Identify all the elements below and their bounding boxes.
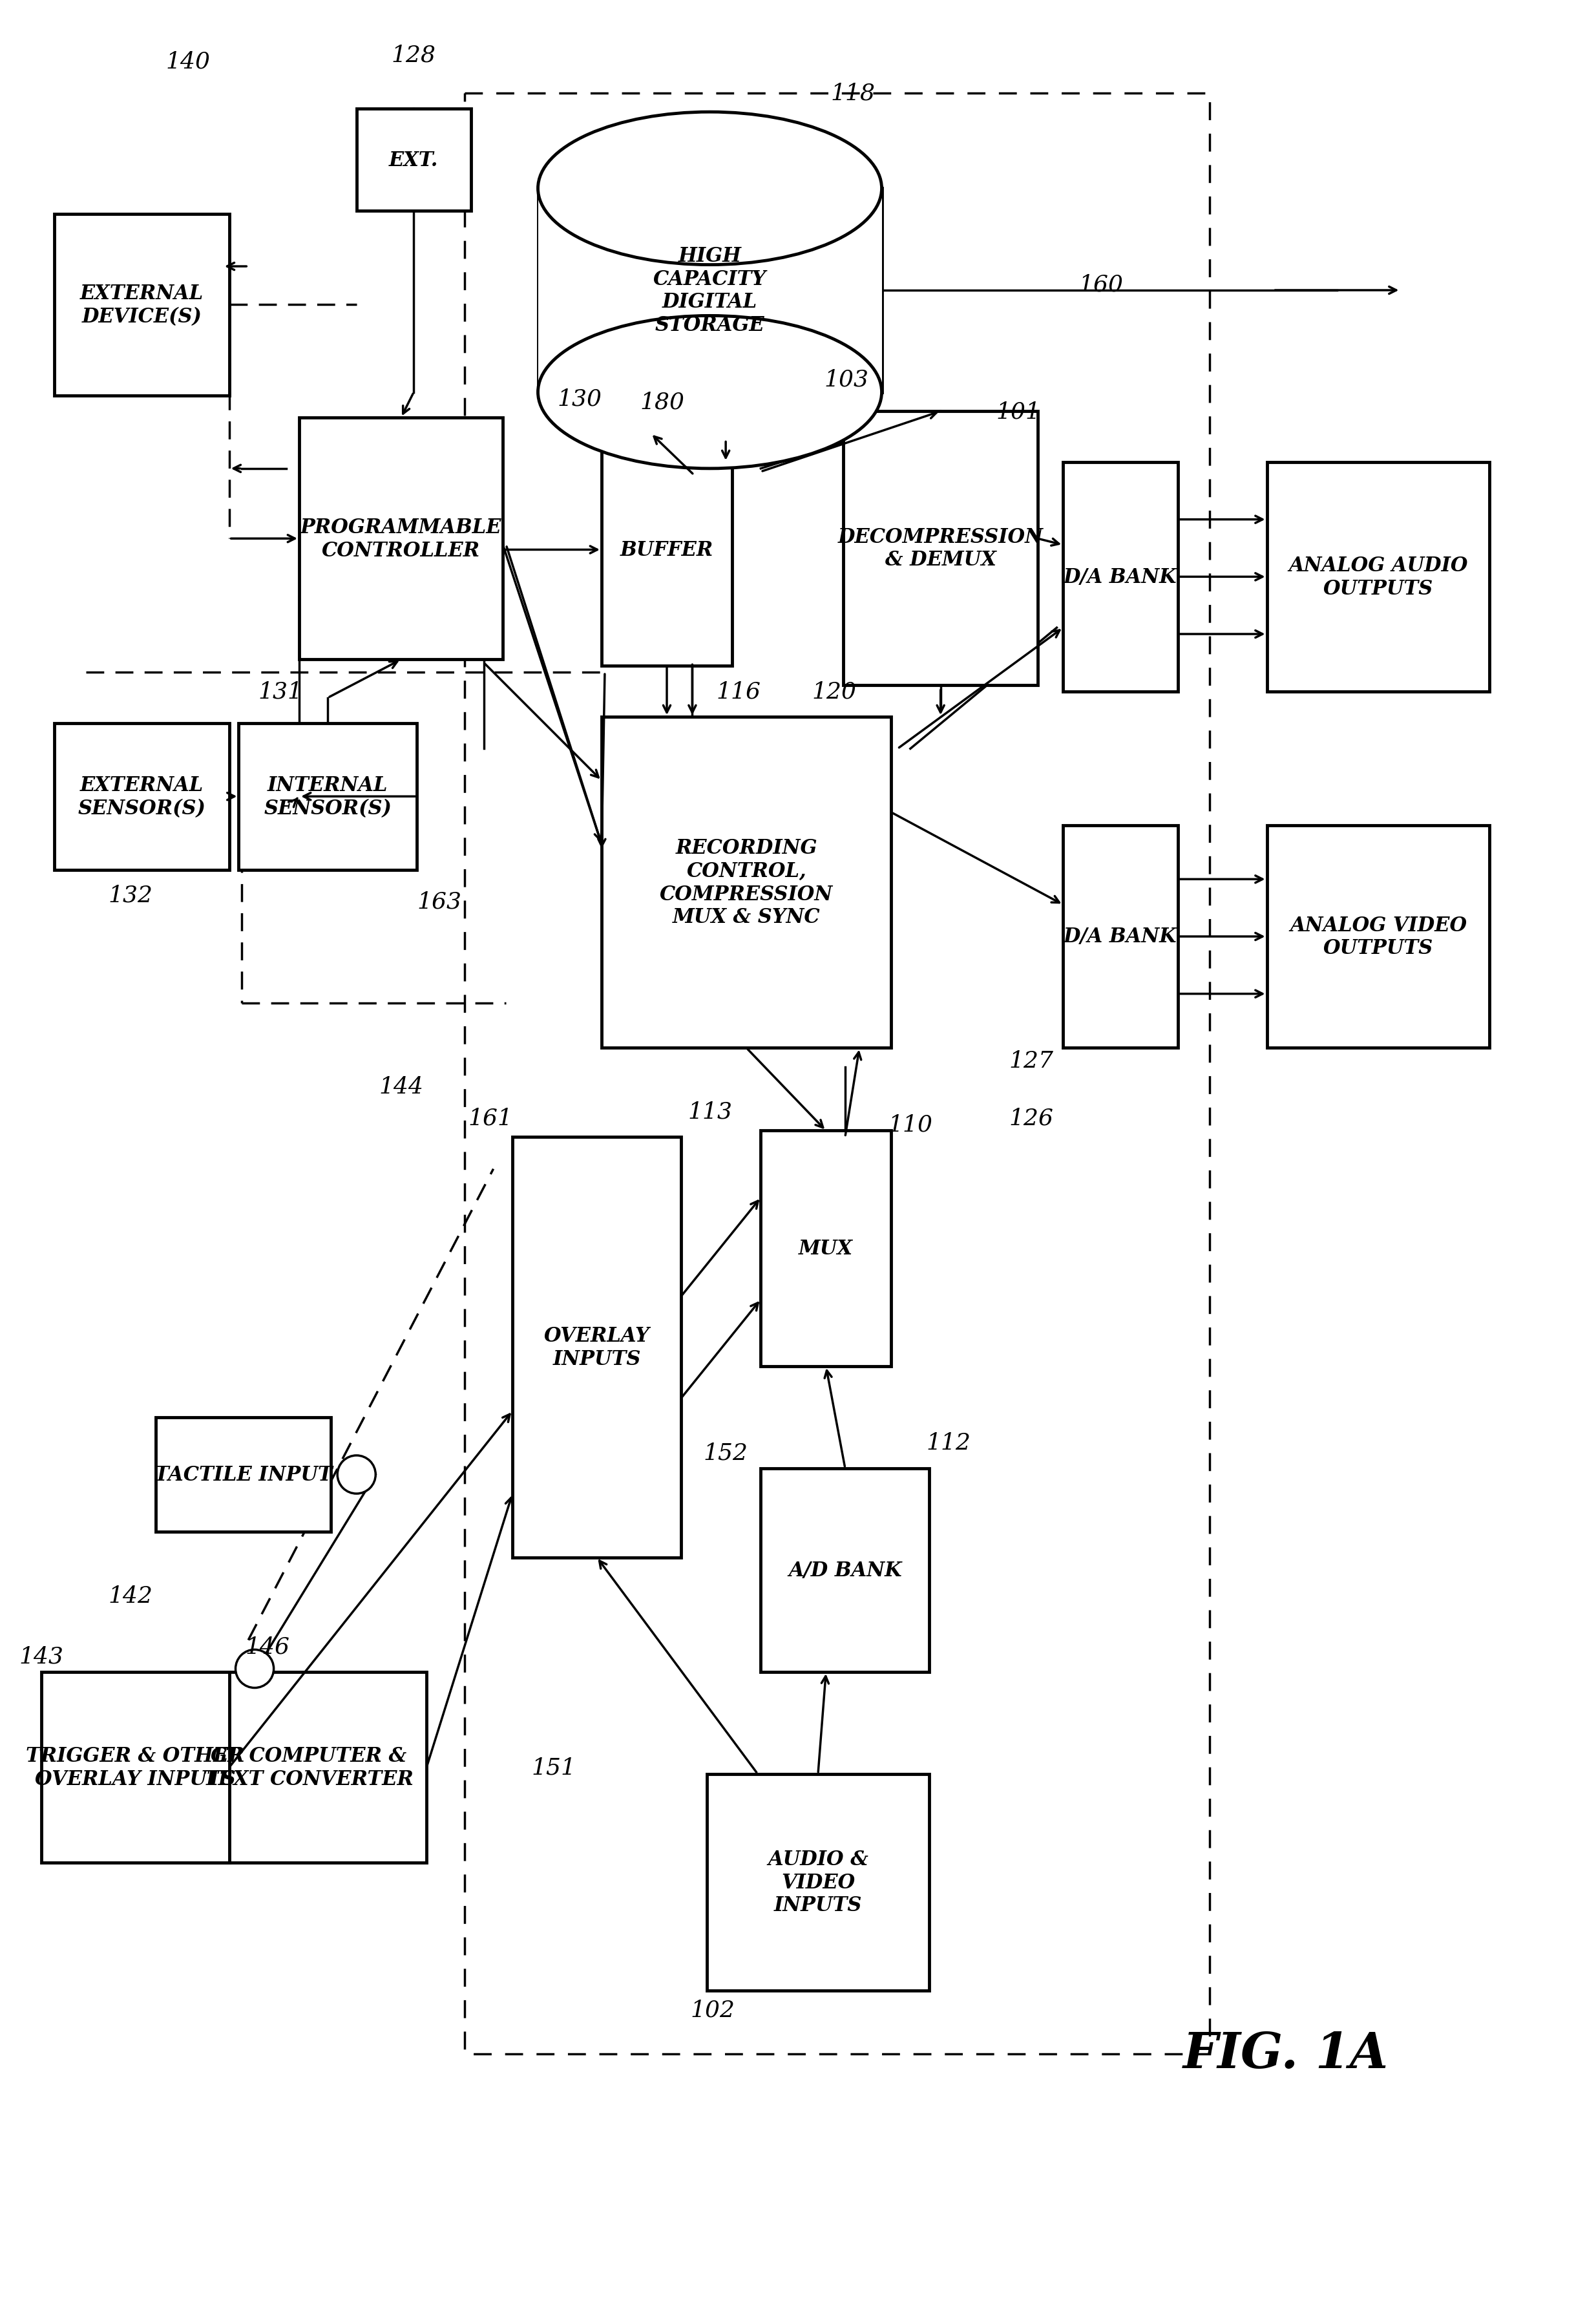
- Text: DECOMPRESSION
& DEMUX: DECOMPRESSION & DEMUX: [838, 528, 1044, 569]
- Text: 144: 144: [378, 1076, 423, 1097]
- Text: 143: 143: [19, 1645, 64, 1668]
- Bar: [1267, 825, 1489, 1048]
- Bar: [761, 1468, 929, 1673]
- Text: 103: 103: [825, 369, 868, 392]
- Bar: [844, 412, 1037, 684]
- Bar: [464, 94, 1210, 2053]
- Text: 180: 180: [640, 392, 685, 412]
- Text: 131: 131: [259, 680, 302, 703]
- Text: 120: 120: [812, 680, 855, 703]
- Text: GP COMPUTER &
TEXT CONVERTER: GP COMPUTER & TEXT CONVERTER: [204, 1746, 413, 1790]
- Text: 127: 127: [1009, 1051, 1053, 1071]
- Text: 146: 146: [246, 1636, 289, 1657]
- Text: 152: 152: [704, 1442, 749, 1463]
- Text: 140: 140: [166, 51, 211, 71]
- Text: 163: 163: [417, 892, 461, 912]
- Circle shape: [337, 1456, 375, 1493]
- Bar: [192, 1673, 426, 1864]
- Text: HIGH
CAPACITY
DIGITAL
STORAGE: HIGH CAPACITY DIGITAL STORAGE: [653, 247, 766, 336]
- Bar: [1063, 463, 1178, 691]
- Text: ANALOG AUDIO
OUTPUTS: ANALOG AUDIO OUTPUTS: [1288, 555, 1468, 599]
- Text: EXTERNAL
DEVICE(S): EXTERNAL DEVICE(S): [80, 283, 203, 327]
- Bar: [298, 417, 503, 659]
- Bar: [41, 1673, 230, 1864]
- Text: 112: 112: [926, 1431, 970, 1454]
- Text: MUX: MUX: [800, 1240, 854, 1258]
- Text: RECORDING
CONTROL,
COMPRESSION
MUX & SYNC: RECORDING CONTROL, COMPRESSION MUX & SYN…: [659, 839, 833, 929]
- Text: 160: 160: [1079, 274, 1124, 295]
- Bar: [707, 1774, 929, 1991]
- Bar: [512, 1138, 681, 1558]
- Bar: [602, 717, 891, 1048]
- Text: PROGRAMMABLE
CONTROLLER: PROGRAMMABLE CONTROLLER: [300, 518, 501, 560]
- Text: 126: 126: [1009, 1108, 1053, 1129]
- Text: 118: 118: [832, 83, 875, 104]
- Circle shape: [236, 1650, 275, 1689]
- Text: 151: 151: [531, 1756, 576, 1779]
- Text: OVERLAY
INPUTS: OVERLAY INPUTS: [544, 1325, 650, 1369]
- Text: 101: 101: [996, 401, 1041, 422]
- Text: EXTERNAL
SENSOR(S): EXTERNAL SENSOR(S): [78, 774, 206, 818]
- Text: 161: 161: [468, 1108, 512, 1129]
- Ellipse shape: [538, 316, 881, 470]
- Text: 116: 116: [717, 680, 761, 703]
- Bar: [54, 723, 230, 871]
- Text: D/A BANK: D/A BANK: [1063, 567, 1178, 588]
- Text: ANALOG VIDEO
OUTPUTS: ANALOG VIDEO OUTPUTS: [1290, 915, 1467, 958]
- Text: A/D BANK: A/D BANK: [788, 1560, 902, 1581]
- Text: 132: 132: [109, 885, 153, 905]
- Text: TACTILE INPUT: TACTILE INPUT: [155, 1465, 332, 1484]
- Text: AUDIO &
VIDEO
INPUTS: AUDIO & VIDEO INPUTS: [768, 1850, 868, 1915]
- Text: TRIGGER & OTHER
OVERLAY INPUTS: TRIGGER & OTHER OVERLAY INPUTS: [26, 1746, 244, 1790]
- Bar: [54, 214, 230, 396]
- Text: FIG. 1A: FIG. 1A: [1183, 2030, 1389, 2078]
- Text: D/A BANK: D/A BANK: [1063, 926, 1178, 947]
- Text: 128: 128: [391, 44, 436, 67]
- Text: 130: 130: [557, 387, 602, 410]
- Bar: [156, 1417, 330, 1532]
- Bar: [1063, 825, 1178, 1048]
- Text: 113: 113: [688, 1101, 733, 1122]
- Bar: [761, 1131, 891, 1366]
- Text: 142: 142: [109, 1585, 153, 1606]
- Text: BUFFER: BUFFER: [621, 539, 713, 560]
- Bar: [602, 433, 733, 666]
- Bar: [538, 189, 881, 392]
- Bar: [356, 108, 471, 212]
- Text: 110: 110: [887, 1113, 932, 1136]
- Bar: [239, 723, 417, 871]
- Text: EXT.: EXT.: [389, 150, 439, 170]
- Ellipse shape: [538, 113, 881, 265]
- Bar: [1267, 463, 1489, 691]
- Text: INTERNAL
SENSOR(S): INTERNAL SENSOR(S): [263, 774, 391, 818]
- Text: 102: 102: [691, 1998, 736, 2021]
